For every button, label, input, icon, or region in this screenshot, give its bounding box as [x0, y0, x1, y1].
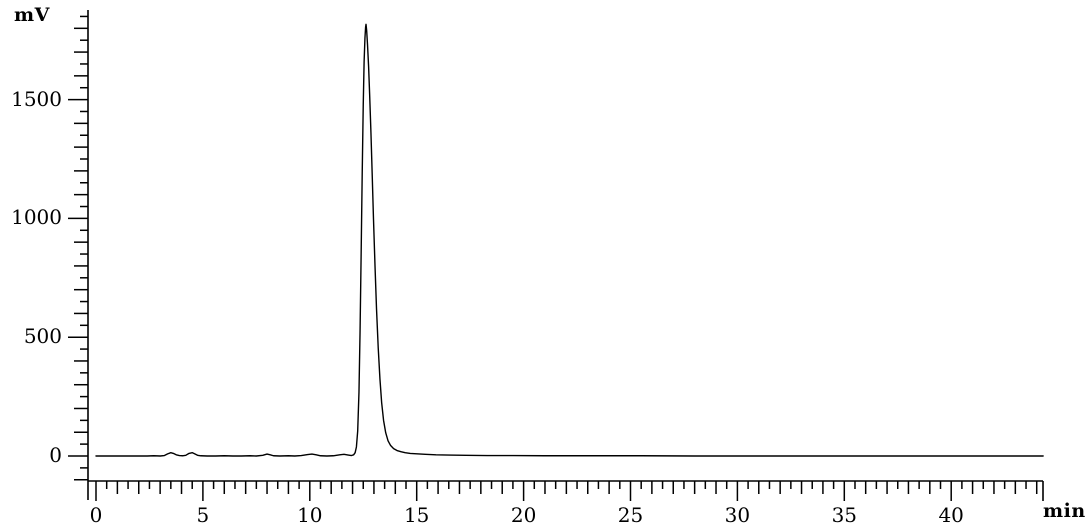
- x-axis-unit-label: min: [1043, 500, 1086, 522]
- data-series-group: [95, 23, 1044, 457]
- y-axis-tick-label: 0: [49, 443, 62, 467]
- chromatogram-trace: [95, 23, 1044, 457]
- y-axis: [68, 10, 89, 500]
- x-axis-tick-label: 25: [617, 503, 644, 527]
- x-axis-tick-label: 20: [510, 503, 537, 527]
- x-axis-tick-label: 30: [724, 503, 751, 527]
- y-axis-tick-label: 500: [23, 324, 62, 349]
- y-axis-tick-label: 1500: [11, 86, 62, 111]
- x-axis: [88, 480, 1044, 501]
- x-axis-tick-label: 40: [938, 503, 964, 527]
- x-axis-tick-label: 35: [831, 503, 858, 527]
- x-axis-tick-label: 15: [403, 503, 430, 527]
- y-axis-unit-label: mV: [14, 4, 50, 26]
- x-axis-tick-label: 5: [196, 503, 210, 527]
- y-axis-tick-label: 1000: [11, 205, 62, 230]
- x-axis-tick-label: 0: [89, 503, 103, 527]
- x-axis-tick-label: 10: [297, 503, 323, 527]
